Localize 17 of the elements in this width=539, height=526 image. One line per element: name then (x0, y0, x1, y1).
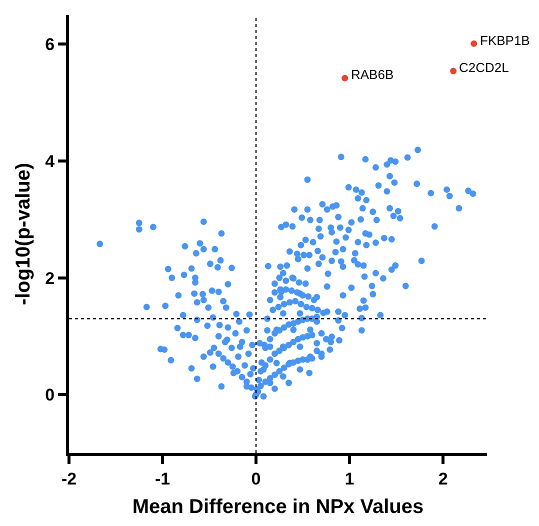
x-tick-label: -1 (154, 469, 170, 488)
x-tick-label: 0 (251, 469, 261, 488)
y-tick-label: 0 (45, 386, 55, 405)
y-tick-label: 2 (45, 268, 55, 288)
point (470, 40, 478, 47)
y-tick-label: 6 (45, 35, 55, 54)
x-axis-title: Mean Difference in NPx Values (132, 496, 424, 518)
annotation: FKBP1B (480, 33, 530, 48)
x-tick-label: 1 (344, 469, 354, 488)
y-tick-label: 4 (45, 152, 56, 171)
x-tick-label: 2 (438, 469, 448, 488)
annotation: RAB6B (351, 67, 394, 82)
annotation: C2CD2L (459, 60, 509, 75)
x-tick-label: -2 (61, 469, 77, 488)
point (450, 68, 457, 74)
y-axis-title: -log10(p-value) (12, 162, 35, 306)
point (342, 74, 348, 82)
